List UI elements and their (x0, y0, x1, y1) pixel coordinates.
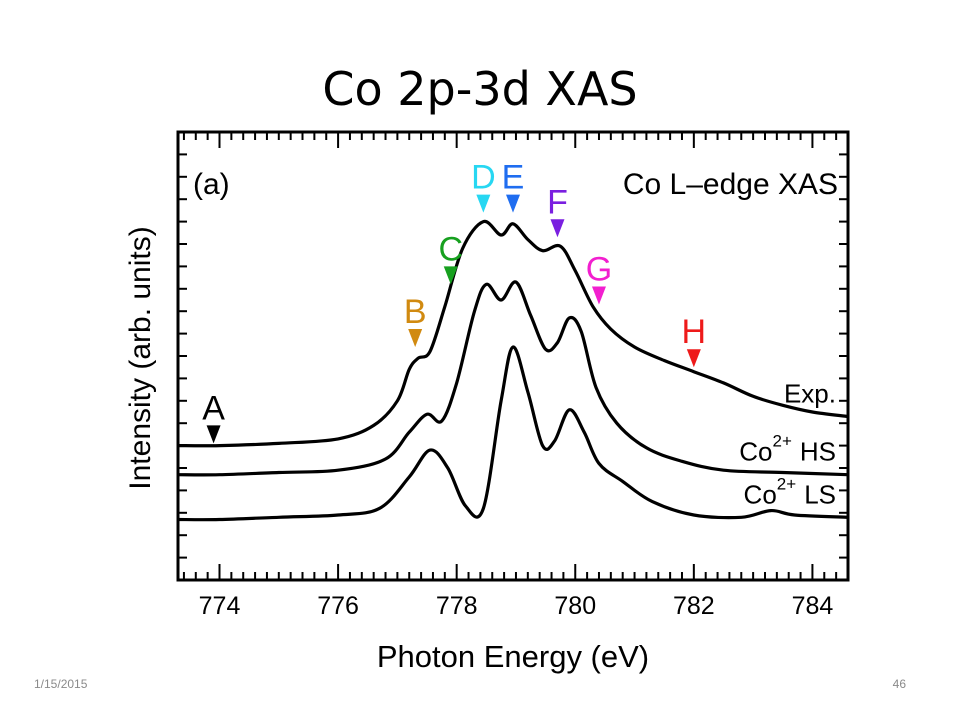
marker-d-triangle (476, 194, 491, 213)
spectra-curves (177, 219, 849, 522)
marker-a-triangle (206, 425, 221, 444)
x-tick-label: 774 (199, 592, 241, 620)
x-tick-label: 778 (436, 592, 478, 620)
series-label-co2-hs: Co2+ HS (739, 432, 836, 467)
marker-c-triangle (443, 266, 458, 285)
axis-ticks (178, 132, 849, 580)
marker-f-label: F (547, 183, 568, 221)
footer-date: 1/15/2015 (34, 677, 88, 691)
series-line-exp (177, 219, 849, 448)
x-tick-label: 776 (317, 592, 359, 620)
marker-e-label: E (502, 159, 525, 197)
series-line-co2-hs (177, 280, 849, 477)
marker-h-label: H (682, 313, 707, 351)
x-tick-labels: 774 776 778 780 782 784 (199, 592, 834, 620)
marker-a-label: A (202, 389, 225, 427)
marker-f-triangle (550, 219, 565, 238)
marker-g-label: G (586, 250, 612, 288)
curve-labels: Exp. Co2+ HS Co2+ LS (739, 378, 836, 509)
panel-label: (a) (193, 168, 230, 201)
marker-h-triangle (686, 349, 701, 368)
x-tick-label: 784 (792, 592, 834, 620)
x-tick-label: 780 (554, 592, 596, 620)
series-line-co2-ls (177, 345, 849, 522)
x-axis-label: Photon Energy (eV) (377, 639, 649, 674)
xas-chart: 774 776 778 780 782 784 A BCD EFG H Exp. Co2+ HS Co… (124, 130, 850, 674)
series-label-co2-ls: Co2+ LS (744, 474, 836, 509)
marker-d-label: D (471, 159, 496, 197)
slide-title: Co 2p-3d XAS (322, 62, 638, 116)
feature-markers: A BCD EFG H (202, 159, 706, 444)
series-label-exp: Exp. (784, 378, 836, 408)
marker-c-label: C (438, 230, 463, 268)
chart-title: Co L–edge XAS (623, 168, 838, 201)
marker-e-triangle (506, 194, 520, 213)
marker-g-triangle (591, 286, 606, 305)
marker-b-triangle (408, 329, 423, 348)
marker-b-label: B (404, 293, 427, 331)
footer-page-number: 46 (892, 677, 906, 691)
y-axis-label: Intensity (arb. units) (124, 226, 157, 489)
x-tick-label: 782 (673, 592, 715, 620)
